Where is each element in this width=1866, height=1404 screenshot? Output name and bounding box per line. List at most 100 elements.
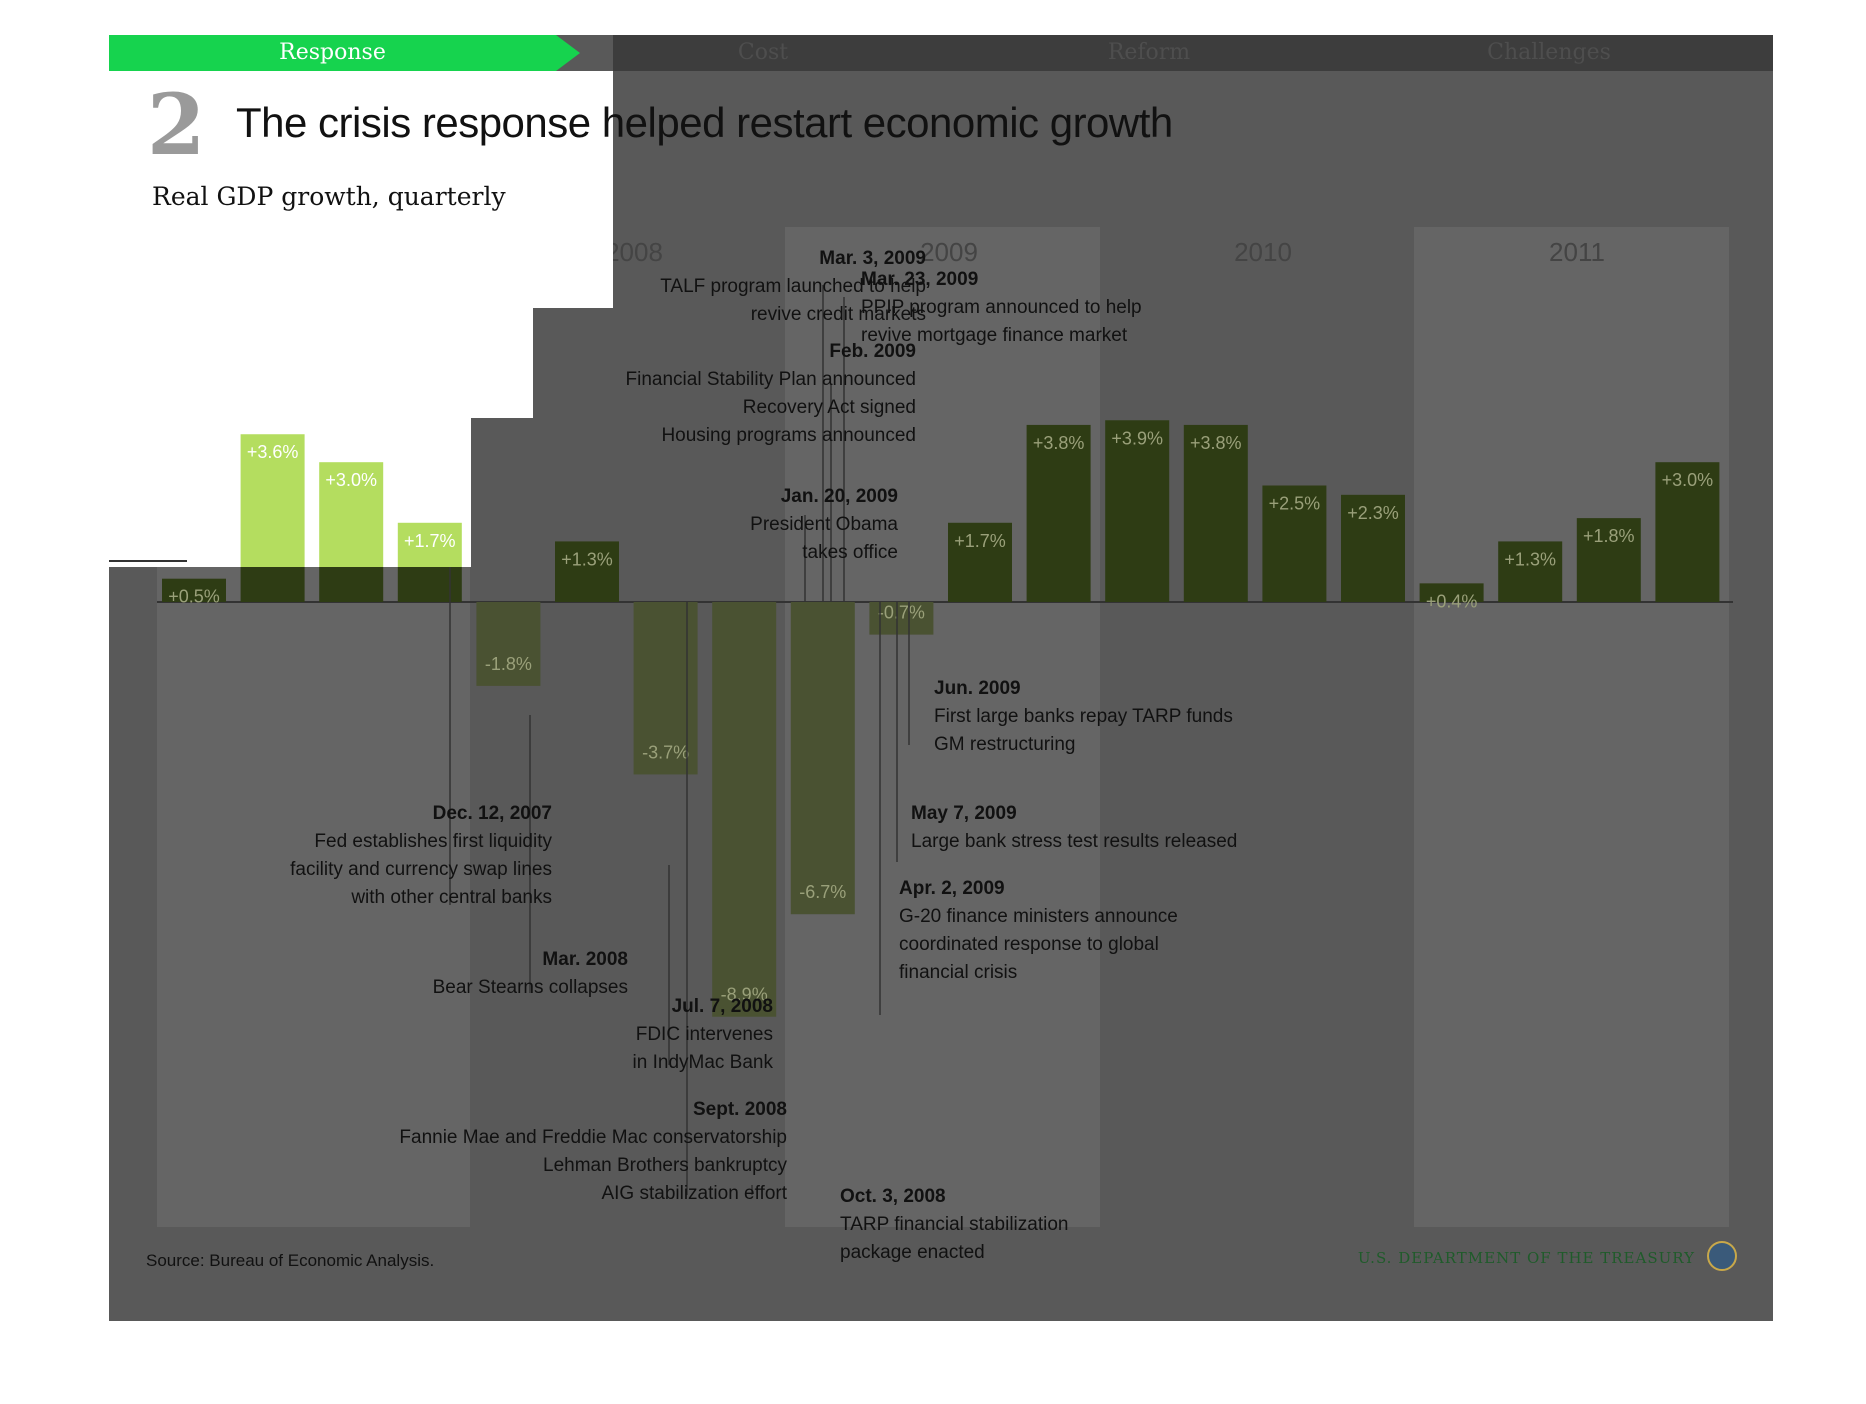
bar-value-label: +1.8% [1583, 526, 1635, 546]
bar-value-label: +2.3% [1347, 503, 1399, 523]
annotation-line: Housing programs announced [661, 425, 916, 446]
bar-value-label: -1.8% [485, 654, 532, 674]
bar [1419, 583, 1484, 602]
annotation-date: Oct. 3, 2008 [840, 1186, 946, 1207]
annotation-date: Dec. 12, 2007 [432, 803, 552, 824]
chart-subtitle: Real GDP growth, quarterly [152, 182, 506, 211]
tab-response-label: Response [279, 40, 386, 65]
bar [1655, 462, 1720, 602]
annotation-line: revive mortgage finance market [861, 325, 1128, 346]
bar-value-label: -6.7% [799, 882, 846, 902]
annotation-jan-2009: Jan. 20, 2009 President Obama takes offi… [750, 483, 898, 567]
bar [1183, 424, 1248, 602]
bar-value-label: +3.8% [1033, 433, 1085, 453]
bar [712, 602, 777, 1017]
annotation-line: financial crisis [899, 962, 1018, 983]
annotation-line: TARP financial stabilization [840, 1214, 1069, 1235]
annotation-mar-2008: Mar. 2008 Bear Stearns collapses [433, 946, 628, 1002]
annotation-line: in IndyMac Bank [632, 1052, 773, 1073]
annotation-line: GM restructuring [934, 734, 1076, 755]
bar-value-label: +3.9% [1111, 428, 1163, 448]
bar-value-label: +0.5% [168, 587, 220, 607]
annotation-feb-2009: Feb. 2009 Financial Stability Plan annou… [626, 338, 916, 450]
annotation-jul-2008: Jul. 7, 2008 FDIC intervenes in IndyMac … [633, 993, 773, 1077]
annotation-oct-2008: Oct. 3, 2008 TARP financial stabilizatio… [840, 1183, 1068, 1267]
annotation-jun-2009: Jun. 2009 First large banks repay TARP f… [934, 675, 1233, 759]
bar [948, 522, 1012, 602]
bar-value-label: -0.7% [878, 603, 925, 623]
tab-cost[interactable]: Cost [613, 35, 913, 71]
bar [1341, 494, 1405, 602]
annotation-line: Recovery Act signed [742, 397, 916, 418]
bar-value-label: +1.7% [954, 531, 1006, 551]
annotation-line: Financial Stability Plan announced [625, 369, 916, 390]
year-band [1414, 227, 1729, 1227]
annotation-line: coordinated response to global [899, 934, 1159, 955]
annotation-date: Jul. 7, 2008 [671, 996, 773, 1017]
bar [555, 541, 619, 602]
annotation-mar23-2009: Mar. 23, 2009 PPIP program announced to … [861, 266, 1142, 350]
annotation-date: Jun. 2009 [934, 678, 1021, 699]
tab-reform-label: Reform [1107, 40, 1191, 65]
bar-value-label: +1.3% [1504, 549, 1556, 569]
year-label: 2008 [605, 237, 663, 267]
annotation-line: AIG stabilization effort [601, 1183, 787, 1204]
annotation-line: Fannie Mae and Freddie Mac conservatorsh… [399, 1127, 787, 1148]
nav-bar [613, 35, 1773, 71]
annotation-line: Lehman Brothers bankruptcy [543, 1155, 787, 1176]
tab-reform[interactable]: Reform [999, 35, 1299, 71]
bar-value-label: +3.8% [1190, 433, 1242, 453]
year-label: 2009 [920, 237, 978, 267]
bar-value-label: -3.7% [642, 742, 689, 762]
annotation-date: May 7, 2009 [911, 803, 1017, 824]
bar [1026, 424, 1091, 602]
annotation-date: Jan. 20, 2009 [780, 486, 898, 507]
annotation-mar3-2009: Mar. 3, 2009 TALF program launched to he… [660, 245, 926, 329]
annotation-dec-2007: Dec. 12, 2007 Fed establishes first liqu… [290, 800, 552, 912]
annotation-may-2009: May 7, 2009 Large bank stress test resul… [911, 800, 1237, 856]
annotation-date: Feb. 2009 [829, 341, 916, 362]
annotation-line: Large bank stress test results released [911, 831, 1238, 852]
highlight-panel-step2 [109, 415, 471, 567]
tab-cost-label: Cost [737, 40, 789, 65]
bar [1498, 541, 1563, 602]
bar-value-label: +0.4% [1426, 591, 1478, 611]
annotation-apr-2009: Apr. 2, 2009 G-20 finance ministers anno… [899, 875, 1178, 987]
slide: Response Cost Reform Challenges 20072008… [109, 35, 1773, 1321]
annotation-date: Mar. 2008 [542, 949, 628, 970]
source-note: Source: Bureau of Economic Analysis. [146, 1251, 435, 1270]
step-number: 2 [147, 75, 206, 174]
year-label: 2010 [1234, 237, 1292, 267]
tab-response[interactable]: Response [109, 35, 580, 71]
annotation-date: Mar. 3, 2009 [819, 248, 926, 269]
treasury-seal-icon [1707, 1241, 1737, 1271]
annotation-date: Apr. 2, 2009 [899, 878, 1005, 899]
annotation-line: First large banks repay TARP funds [934, 706, 1233, 727]
bar [1576, 518, 1641, 602]
annotation-line: Fed establishes first liquidity [314, 831, 552, 852]
bar-value-label: -8.9% [721, 985, 768, 1005]
bar-value-label: +1.3% [561, 549, 613, 569]
annotation-date: Mar. 23, 2009 [861, 269, 979, 290]
agency-name: U.S. DEPARTMENT OF THE TREASURY [1357, 1249, 1695, 1267]
bar [1262, 485, 1327, 602]
bar-value-label: +3.0% [1662, 470, 1714, 490]
annotation-line: Bear Stearns collapses [432, 977, 628, 998]
tab-challenges[interactable]: Challenges [1399, 35, 1699, 71]
bar [790, 602, 855, 915]
annotation-line: FDIC intervenes [635, 1024, 773, 1045]
annotation-line: package enacted [840, 1242, 985, 1263]
annotation-line: G-20 finance ministers announce [899, 906, 1178, 927]
bar-value-label: +2.5% [1269, 494, 1321, 514]
tab-challenges-label: Challenges [1487, 40, 1611, 65]
bar [1105, 420, 1170, 602]
tab-arrow-icon [556, 35, 580, 71]
annotation-line: facility and currency swap lines [290, 859, 552, 880]
year-label: 2011 [1549, 237, 1605, 267]
annotation-line: with other central banks [351, 887, 552, 908]
annotation-date: Sept. 2008 [693, 1099, 787, 1120]
annotation-line: TALF program launched to help [660, 276, 926, 297]
annotation-line: PPIP program announced to help [861, 297, 1142, 318]
annotation-line: revive credit markets [750, 304, 926, 325]
bar [476, 602, 541, 686]
